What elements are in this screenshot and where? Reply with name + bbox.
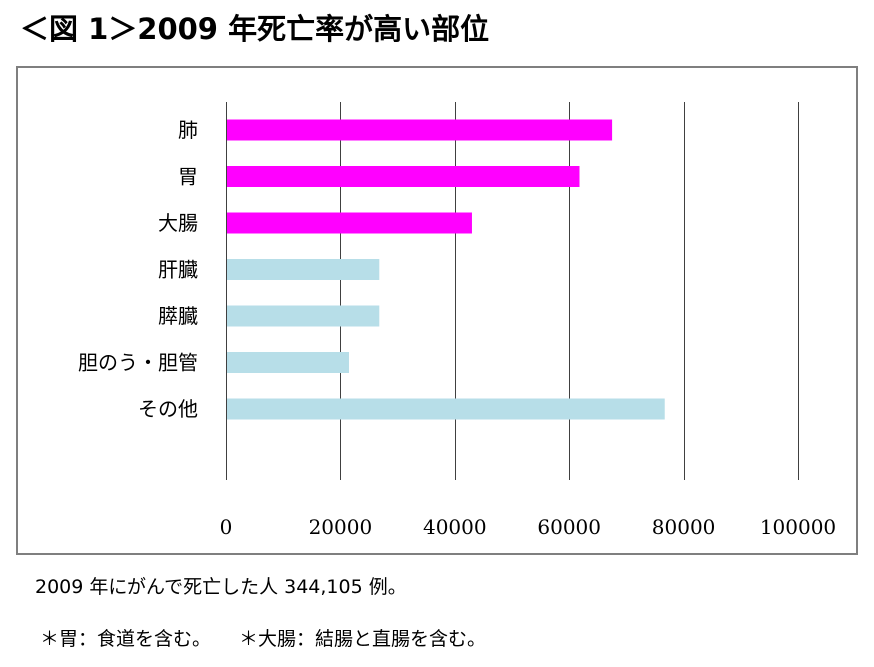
category-label: 大腸	[158, 211, 198, 235]
footnotes: ＊胃：食道を含む。 ＊大腸：結腸と直腸を含む。	[40, 624, 486, 651]
bar	[227, 166, 580, 187]
x-tick-label: 20000	[309, 515, 373, 539]
category-label: 胆のう・胆管	[78, 351, 198, 375]
x-tick-label: 0	[220, 515, 233, 539]
chart-title: ＜図 1＞2009 年死亡率が高い部位	[20, 12, 490, 46]
category-label: 膵臓	[158, 304, 198, 328]
category-label: 肝臓	[158, 258, 198, 282]
category-label: 胃	[178, 165, 198, 189]
total-deaths-note: 2009 年にがんで死亡した人 344,105 例。	[35, 576, 407, 598]
bar	[227, 212, 472, 234]
chart-frame	[16, 66, 858, 555]
stomach-footnote: ＊胃：食道を含む。	[40, 628, 212, 650]
x-tick-label: 100000	[760, 515, 836, 539]
bar	[227, 352, 349, 373]
bar	[227, 119, 613, 141]
x-tick-label: 60000	[537, 515, 601, 539]
category-label: その他	[138, 397, 198, 421]
x-tick-label: 80000	[652, 515, 716, 539]
category-label: 肺	[178, 118, 198, 142]
bar	[227, 305, 380, 327]
x-tick-label: 40000	[423, 515, 487, 539]
colon-footnote: ＊大腸：結腸と直腸を含む。	[239, 628, 487, 650]
bar	[227, 259, 380, 280]
bar	[227, 398, 665, 420]
